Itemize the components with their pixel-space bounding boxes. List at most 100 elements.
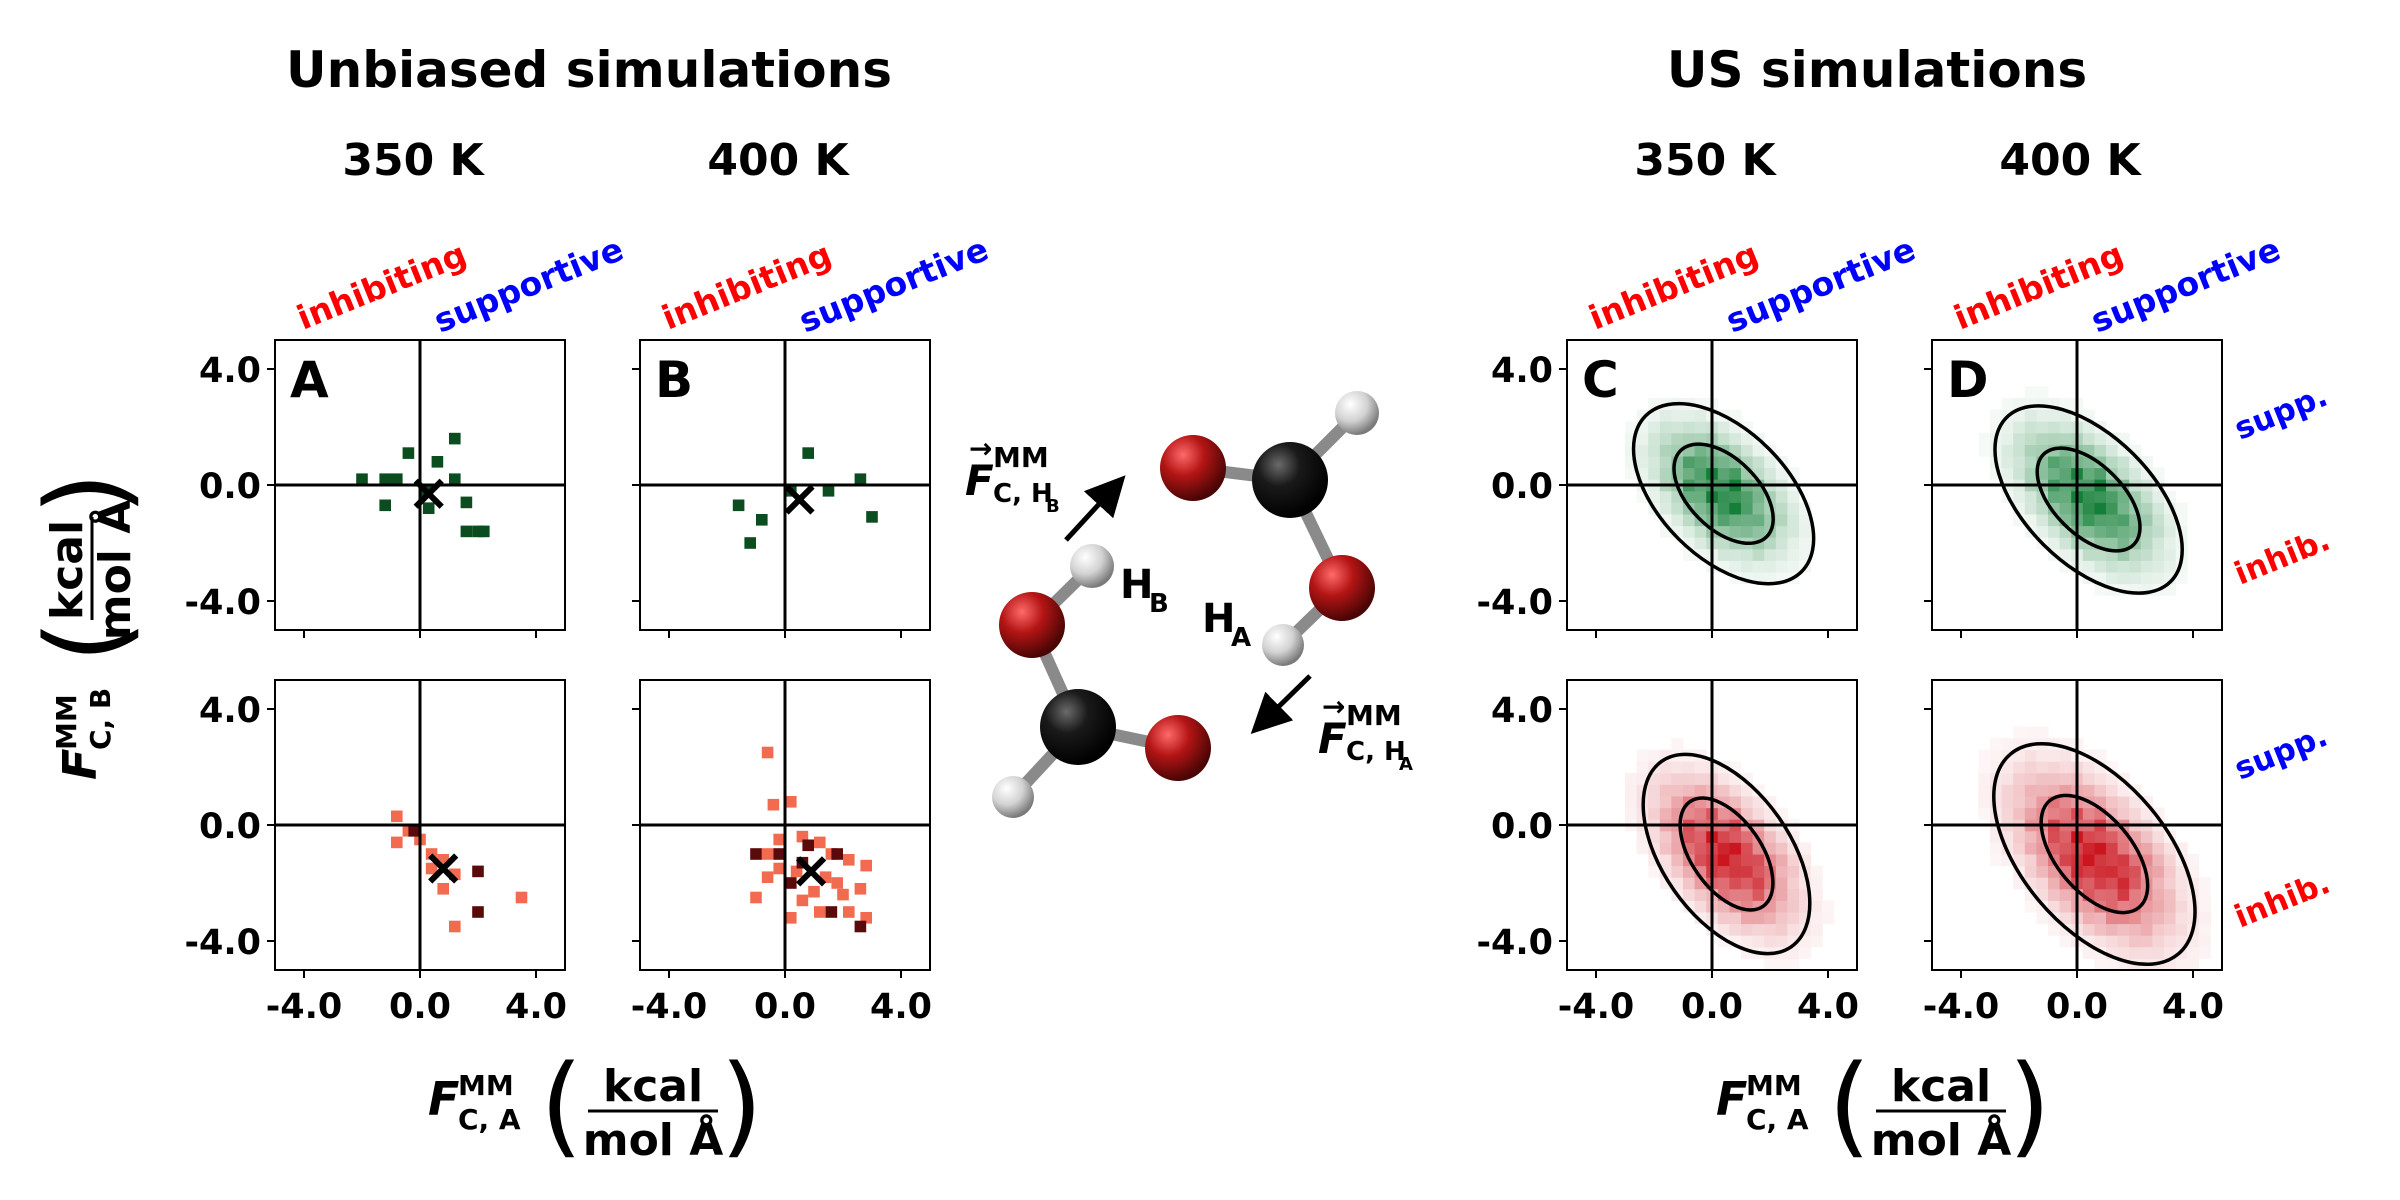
- heatmap-cell: [2152, 514, 2165, 527]
- heatmap-cell: [1752, 877, 1765, 890]
- heatmap-cell: [2152, 830, 2165, 843]
- heatmap-cell: [1694, 842, 1707, 855]
- heatmap-cell: [2117, 946, 2130, 959]
- heatmap-cell: [2175, 865, 2188, 878]
- scatter-point: [391, 810, 403, 823]
- scatter-point: [822, 485, 835, 497]
- heatmap-cell: [2059, 398, 2072, 411]
- heatmap-cell: [2129, 877, 2142, 890]
- heatmap-cell: [2024, 502, 2037, 515]
- heatmap-cell: [1764, 560, 1777, 573]
- heatmap-cell: [1799, 548, 1812, 561]
- heatmap-cell: [1787, 514, 1800, 527]
- scatter-point: [860, 859, 872, 872]
- heatmap-cell: [1729, 432, 1742, 445]
- heatmap-cell: [2198, 923, 2211, 936]
- heatmap-cell: [2024, 772, 2037, 785]
- scatter-point: [478, 525, 490, 538]
- scatter-point: [437, 854, 449, 866]
- heatmap-cell: [1671, 842, 1684, 855]
- heatmap-cell: [2094, 912, 2107, 925]
- heatmap-cell: [2048, 888, 2061, 901]
- col-title-400-unbiased: 400 K: [707, 135, 850, 186]
- y-tick-label: 0.0: [199, 467, 261, 507]
- panel-letter-c: C: [1582, 351, 1619, 409]
- heatmap-cell: [1775, 560, 1788, 573]
- heatmap-cell: [1752, 912, 1765, 925]
- heatmap-cell: [2094, 923, 2107, 936]
- heatmap-cell: [1752, 560, 1765, 573]
- heatmap-cell: [2082, 761, 2095, 774]
- molecule: H B H A F → MM C, H B F → MM C, H A: [965, 391, 1413, 818]
- heatmap-cell: [2082, 807, 2095, 820]
- heatmap-cell: [2048, 784, 2061, 797]
- scatter-point: [796, 894, 809, 907]
- heatmap-cell: [2094, 958, 2107, 970]
- heatmap-cell: [1729, 865, 1742, 878]
- heatmap-cell: [1671, 421, 1684, 434]
- heatmap-cell: [2117, 923, 2130, 936]
- heatmap-cell: [1729, 784, 1742, 797]
- heatmap-cell: [2048, 409, 2061, 422]
- heatmap-cell: [1741, 854, 1754, 867]
- heatmap-cell: [1683, 784, 1696, 797]
- heatmap-cell: [1659, 830, 1672, 843]
- heatmap-cell: [2152, 900, 2165, 913]
- heatmap-cell: [2164, 935, 2177, 948]
- heatmap-cell: [2140, 548, 2153, 561]
- inhib-side-label: inhib.: [2230, 865, 2336, 936]
- heatmap-cell: [1625, 784, 1638, 797]
- heatmap-cell: [2059, 830, 2072, 843]
- mean-marker: [795, 856, 827, 887]
- heatmap-cell: [1799, 842, 1812, 855]
- heatmap-cell: [2036, 854, 2049, 867]
- heatmap-cell: [2106, 923, 2119, 936]
- heatmap-cell: [1741, 877, 1754, 890]
- x-tick-label: 0.0: [1681, 987, 1743, 1027]
- heatmap-cell: [2013, 749, 2026, 762]
- oxygen-atom: [999, 592, 1065, 658]
- heatmap-cell: [1694, 900, 1707, 913]
- scatter-point: [391, 836, 403, 849]
- heatmap-cell: [2152, 865, 2165, 878]
- heatmap-cell: [2048, 456, 2061, 469]
- heatmap-cell: [1671, 772, 1684, 785]
- heatmap-cell: [1625, 796, 1638, 809]
- heatmap-cell: [2117, 502, 2130, 515]
- heatmap-cell: [1683, 761, 1696, 774]
- scatter-point: [773, 862, 785, 875]
- heatmap-cell: [1799, 525, 1812, 538]
- heatmap-cell: [2198, 946, 2211, 959]
- heatmap-cell: [2140, 830, 2153, 843]
- svg-text:C, B: C, B: [84, 688, 117, 750]
- heatmap-cell: [2001, 456, 2014, 469]
- x-tick-label: 0.0: [2046, 987, 2108, 1027]
- svg-text:): ): [2008, 1041, 2051, 1169]
- heatmap-cell: [2117, 854, 2130, 867]
- heatmap-cell: [1625, 807, 1638, 820]
- scatter-point: [744, 537, 756, 549]
- svg-text:MM: MM: [1346, 699, 1402, 732]
- scatter-point: [425, 862, 438, 875]
- heatmap-cell: [2129, 888, 2142, 901]
- y-tick-label: -4.0: [1476, 583, 1553, 623]
- heatmap-cell: [2129, 560, 2142, 573]
- heatmap-cell: [1683, 807, 1696, 820]
- heatmap-cell: [2048, 807, 2061, 820]
- scatter-point: [785, 877, 797, 889]
- heatmap-cell: [1752, 888, 1765, 901]
- heatmap-cell: [2082, 432, 2095, 445]
- heatmap-cell: [2106, 958, 2119, 970]
- heatmap-cell: [1741, 830, 1754, 843]
- svg-text:C, H: C, H: [1346, 737, 1406, 767]
- y-tick-label: 4.0: [199, 351, 261, 391]
- atom-label-hb: H: [1120, 562, 1153, 608]
- heatmap-cell: [1775, 514, 1788, 527]
- heatmap-cell: [2164, 865, 2177, 878]
- scatter-point: [515, 891, 528, 904]
- heatmap-cell: [2013, 830, 2026, 843]
- heatmap-cell: [1741, 502, 1754, 515]
- heatmap-cell: [2106, 456, 2119, 469]
- scatter-point: [460, 525, 473, 538]
- heatmap-cell: [2140, 946, 2153, 959]
